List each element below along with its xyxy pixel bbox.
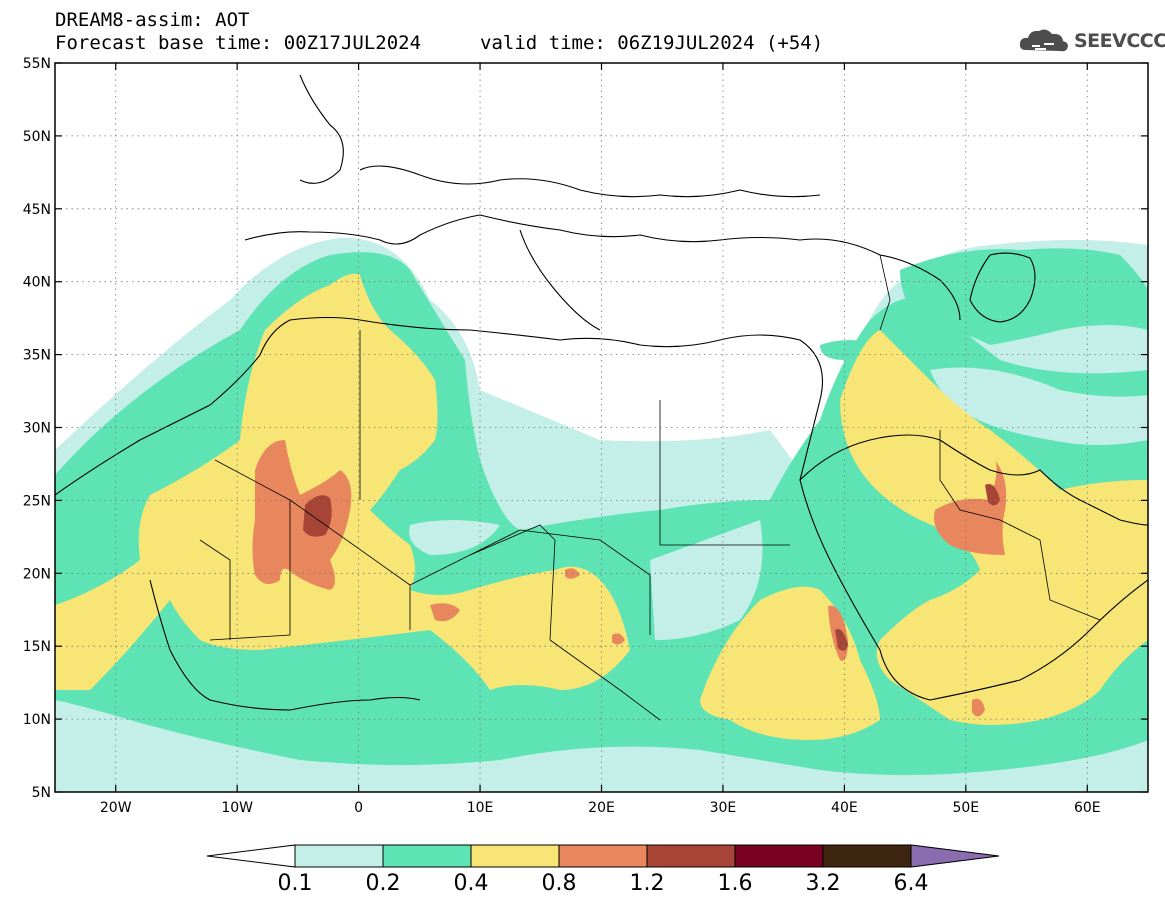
lat-tick-label: 35N	[23, 348, 51, 364]
aot-pockets-light	[409, 367, 1148, 640]
gridlines	[55, 63, 1148, 792]
lat-tick-label: 55N	[23, 56, 51, 72]
lat-tick-label: 25N	[23, 493, 51, 509]
brand-name: SEEVCCC	[1074, 30, 1165, 52]
colorbar-swatch	[382, 844, 472, 868]
colorbar-swatch	[470, 844, 560, 868]
cloud-icon	[1019, 29, 1068, 52]
latitude-labels: 5N 10N 15N 20N 25N 30N 35N 40N 45N 50N 55N	[23, 56, 51, 801]
lon-tick-label: 20W	[100, 800, 132, 816]
colorbar-swatch	[646, 844, 736, 868]
colorbar-swatch	[822, 844, 912, 868]
lat-tick-label: 30N	[23, 421, 51, 437]
axis-ticks	[55, 62, 1148, 793]
colorbar-label: 0.8	[542, 871, 577, 896]
colorbar-label: 1.6	[718, 871, 753, 896]
lon-tick-label: 0	[354, 800, 363, 816]
colorbar-over-arrow	[910, 844, 1000, 868]
valid-time: valid time: 06Z19JUL2024 (+54)	[480, 32, 824, 54]
lon-tick-label: 60E	[1074, 800, 1101, 816]
colorbar-under-arrow	[206, 844, 296, 868]
colorbar-swatch	[558, 844, 648, 868]
lon-tick-label: 40E	[831, 800, 858, 816]
longitude-labels: 20W 10W 0 10E 20E 30E 40E 50E 60E	[100, 800, 1101, 816]
colorbar-label: 3.2	[806, 871, 841, 896]
colorbar-label: 0.4	[454, 871, 489, 896]
lat-tick-label: 50N	[23, 129, 51, 145]
lon-tick-label: 50E	[952, 800, 979, 816]
map-title: DREAM8-assim: AOT	[55, 9, 250, 31]
lat-tick-label: 20N	[23, 566, 51, 582]
lat-tick-label: 10N	[23, 712, 51, 728]
forecast-base-time: Forecast base time: 00Z17JUL2024	[55, 32, 422, 54]
colorbar-label: 0.2	[366, 871, 401, 896]
lat-tick-label: 5N	[32, 785, 51, 801]
lat-tick-label: 45N	[23, 202, 51, 218]
country-borders	[199, 254, 1101, 721]
colorbar: 0.1 0.2 0.4 0.8 1.2 1.6 3.2 6.4	[206, 844, 1000, 896]
colorbar-swatch	[294, 844, 384, 868]
colorbar-label: 1.2	[630, 871, 665, 896]
lon-tick-label: 10W	[221, 800, 253, 816]
brand-logo: SEEVCCC	[1018, 26, 1165, 56]
coastlines	[55, 74, 1148, 711]
colorbar-label: 0.1	[278, 871, 313, 896]
colorbar-label: 6.4	[894, 871, 929, 896]
lon-tick-label: 20E	[588, 800, 615, 816]
colorbar-swatch	[734, 844, 824, 868]
lon-tick-label: 10E	[467, 800, 494, 816]
lat-tick-label: 15N	[23, 639, 51, 655]
lon-tick-label: 30E	[710, 800, 737, 816]
lat-tick-label: 40N	[23, 275, 51, 291]
